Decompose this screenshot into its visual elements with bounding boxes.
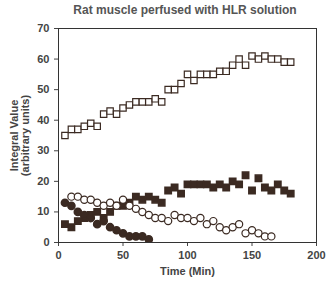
svg-text:150: 150 (243, 249, 261, 261)
svg-text:70: 70 (37, 22, 49, 34)
svg-text:Time (Min): Time (Min) (160, 265, 215, 277)
svg-text:200: 200 (307, 249, 325, 261)
svg-text:50: 50 (117, 249, 129, 261)
svg-text:30: 30 (37, 144, 49, 156)
svg-text:0: 0 (43, 236, 49, 248)
svg-text:10: 10 (37, 205, 49, 217)
svg-text:50: 50 (37, 83, 49, 95)
svg-text:60: 60 (37, 53, 49, 65)
svg-text:20: 20 (37, 175, 49, 187)
svg-text:Integral Value(arbitrary units: Integral Value(arbitrary units) (8, 95, 31, 177)
svg-text:40: 40 (37, 114, 49, 126)
svg-text:100: 100 (178, 249, 196, 261)
html-text:Rat muscle perfused with HLR s: Rat muscle perfused with HLR solution (73, 3, 297, 17)
svg-text:0: 0 (55, 249, 61, 261)
